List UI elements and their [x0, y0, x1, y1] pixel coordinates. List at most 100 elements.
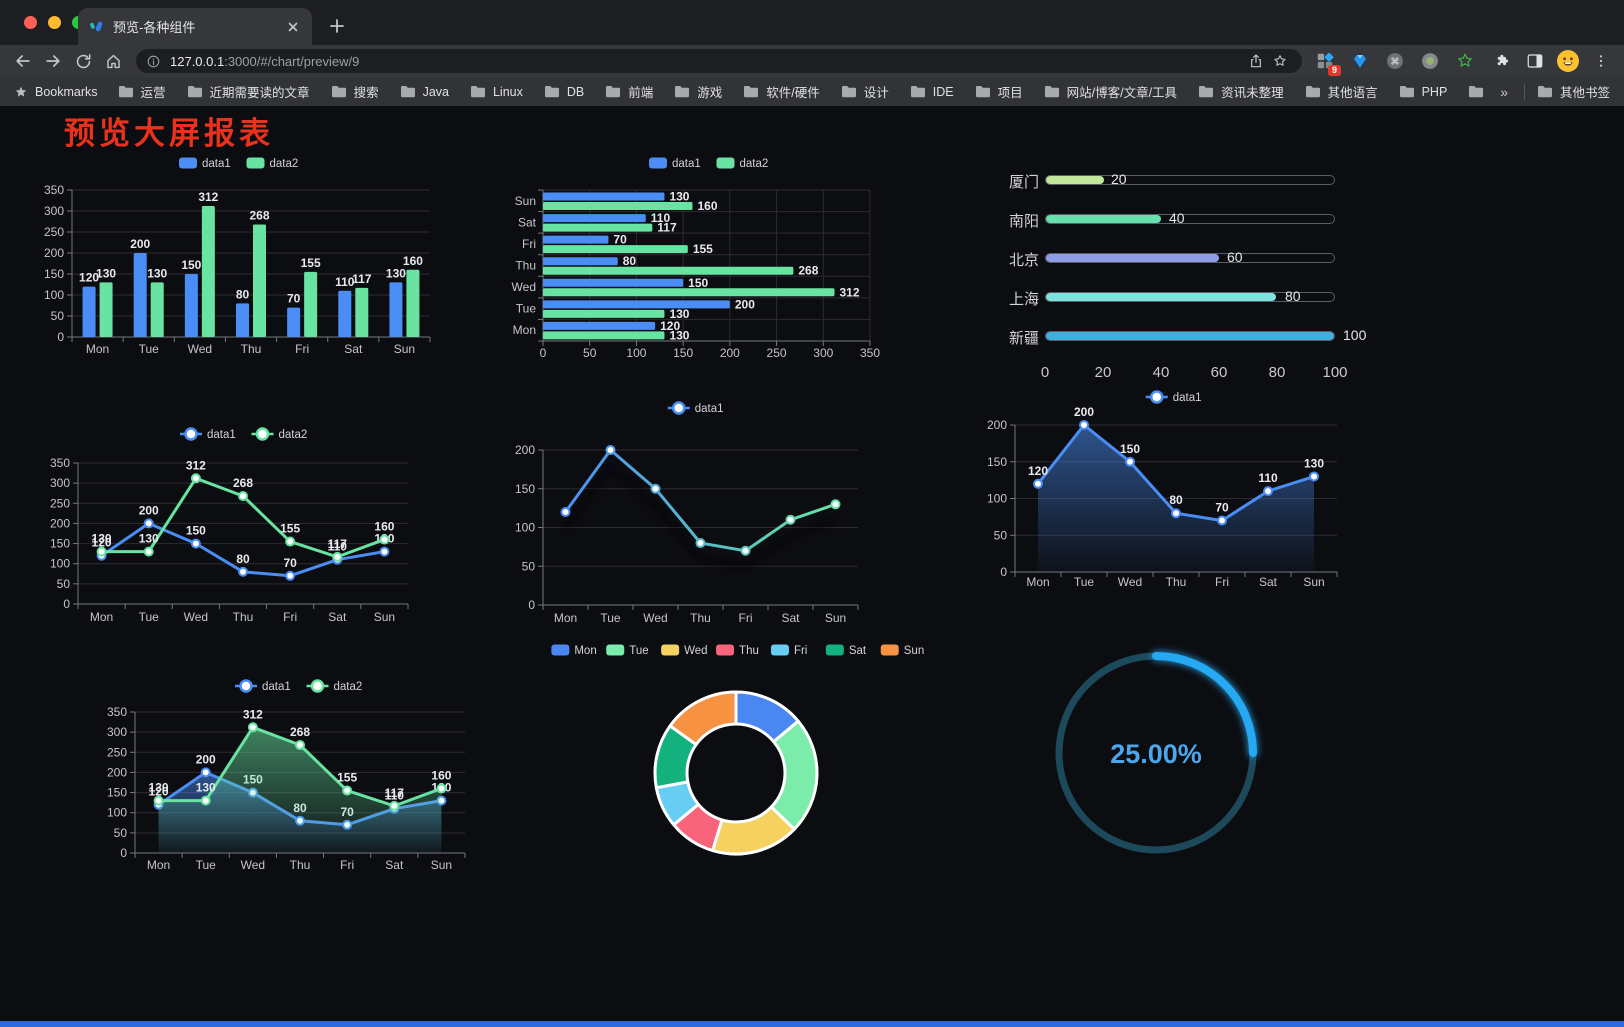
back-button[interactable] [8, 47, 38, 75]
bookmark-star-icon[interactable] [1268, 47, 1292, 75]
bookmark-item[interactable]: 项目 [975, 82, 1023, 101]
browser-menu-icon[interactable] [1586, 47, 1616, 75]
svg-text:0: 0 [57, 330, 64, 344]
folder-icon [841, 86, 856, 98]
footer-strip [0, 1021, 1624, 1027]
browser-tab[interactable]: 预览-各种组件 [78, 8, 312, 45]
extension-grid-icon[interactable]: 9 [1310, 47, 1341, 76]
extension-green-star-icon[interactable] [1450, 47, 1480, 75]
bookmarks-bar: Bookmarks 运营 近期需要读的文章 搜索 Java Linux DB 前端 游戏 软件/… [0, 77, 1624, 106]
svg-text:⌘: ⌘ [1390, 56, 1399, 66]
bookmark-item[interactable]: Java [400, 85, 449, 99]
bookmark-item[interactable]: 游戏 [674, 82, 722, 101]
svg-text:110: 110 [328, 540, 348, 554]
extension-badge: 9 [1328, 65, 1341, 76]
bookmark-item[interactable]: Linux [470, 85, 523, 99]
other-bookmarks-folder[interactable]: 其他书签 [1537, 82, 1610, 101]
svg-text:130: 130 [669, 328, 689, 342]
page-content: 预览大屏报表 0 50 100 150 200 250 300 350 Mon Tue Wed Thu… [0, 106, 1624, 1027]
svg-text:Tue: Tue [516, 302, 537, 316]
svg-text:150: 150 [688, 276, 708, 290]
bookmark-item[interactable]: IDE [910, 85, 954, 99]
svg-text:Mon: Mon [554, 611, 577, 625]
svg-text:150: 150 [987, 455, 1007, 469]
svg-text:data1: data1 [1173, 392, 1202, 404]
side-panel-icon[interactable] [1520, 47, 1550, 75]
bookmark-item[interactable]: 网站/博客/文章/工具 [1044, 82, 1177, 101]
svg-text:150: 150 [673, 346, 693, 360]
svg-text:Wed: Wed [684, 645, 707, 657]
svg-text:200: 200 [515, 443, 535, 457]
svg-text:Fri: Fri [1215, 575, 1229, 589]
svg-text:Fri: Fri [522, 237, 536, 251]
svg-text:0: 0 [528, 598, 535, 612]
svg-text:50: 50 [114, 826, 128, 840]
svg-text:data2: data2 [279, 429, 308, 441]
svg-text:0: 0 [1000, 565, 1007, 579]
svg-text:250: 250 [767, 346, 787, 360]
svg-text:70: 70 [287, 292, 301, 306]
extension-command-icon[interactable]: ⌘ [1380, 47, 1410, 75]
progress-label: 上海 [1008, 291, 1039, 308]
traffic-lights [24, 16, 85, 29]
new-tab-button[interactable] [324, 13, 350, 39]
tab-close-icon[interactable] [284, 18, 302, 36]
bookmark-item[interactable]: DB [544, 85, 584, 99]
svg-text:300: 300 [107, 725, 127, 739]
folder-icon [400, 86, 415, 98]
svg-text:200: 200 [130, 237, 150, 251]
svg-text:80: 80 [623, 254, 637, 268]
svg-text:50: 50 [994, 528, 1008, 542]
svg-text:300: 300 [50, 476, 70, 490]
progress-label: 北京 [1008, 252, 1039, 269]
svg-text:150: 150 [1120, 442, 1140, 456]
bookmark-item[interactable]: 文件服务器 [1468, 82, 1486, 101]
home-button[interactable] [98, 47, 128, 75]
bookmark-item[interactable]: 前端 [605, 82, 653, 101]
svg-text:Sat: Sat [849, 645, 867, 657]
svg-text:200: 200 [735, 297, 755, 311]
svg-text:Wed: Wed [1118, 575, 1142, 589]
bookmark-item[interactable]: 运营 [118, 82, 166, 101]
bookmark-item[interactable]: 其他语言 [1305, 82, 1378, 101]
svg-text:110: 110 [1258, 471, 1278, 485]
folder-icon [331, 86, 346, 98]
folder-icon [1044, 86, 1059, 98]
share-icon[interactable] [1244, 47, 1268, 75]
window-close-button[interactable] [24, 16, 37, 29]
bookmark-item[interactable]: PHP [1399, 85, 1447, 99]
bookmarks-manager-button[interactable]: Bookmarks [14, 85, 98, 99]
chart-line-two: 0 50 100 150 200 250 300 350 Mon Tue Wed Thu Fri Sat S… [40, 420, 425, 642]
svg-text:Fri: Fri [794, 645, 807, 657]
svg-text:Mon: Mon [90, 610, 113, 624]
forward-button[interactable] [38, 47, 68, 75]
address-bar[interactable]: 127.0.0.1:3000/#/chart/preview/9 [136, 49, 1302, 73]
profile-avatar[interactable] [1555, 48, 1581, 74]
svg-text:268: 268 [249, 208, 269, 222]
extension-gem-icon[interactable] [1345, 47, 1375, 75]
svg-text:Thu: Thu [739, 645, 759, 657]
folder-icon [1469, 86, 1484, 98]
chart-canvas: 0 50 100 150 200 250 300 350 Mon Tue Wed Thu Fri Sat S… [107, 679, 466, 872]
chart-canvas: 0 50 100 150 200 250 300 350 Mon Tue Wed Thu Fri Sat S… [50, 427, 409, 624]
extension-recorder-icon[interactable] [1415, 47, 1445, 75]
bookmark-item[interactable]: 搜索 [331, 82, 379, 101]
bookmarks-overflow-chevron[interactable]: » [1500, 83, 1508, 100]
site-info-icon[interactable] [146, 54, 161, 69]
svg-text:70: 70 [1215, 501, 1229, 515]
svg-text:Sat: Sat [328, 610, 347, 624]
bookmark-item[interactable]: 资讯未整理 [1198, 82, 1284, 101]
svg-text:Sun: Sun [394, 342, 415, 356]
svg-text:Fri: Fri [739, 611, 753, 625]
extensions-puzzle-icon[interactable] [1485, 47, 1515, 75]
chart-city-progress: 厦门 20 南阳 40 北京 60 上海 80 新疆 100 0 20 40 60 80 100 [995, 154, 1375, 389]
window-minimize-button[interactable] [48, 16, 61, 29]
bookmark-item[interactable]: 设计 [841, 82, 889, 101]
bookmark-item[interactable]: 近期需要读的文章 [187, 82, 310, 101]
svg-text:200: 200 [196, 752, 216, 766]
folder-icon [910, 86, 925, 98]
axis-tick-label: 0 [1040, 364, 1050, 381]
bookmark-item[interactable]: 软件/硬件 [743, 82, 820, 101]
reload-button[interactable] [68, 47, 98, 75]
svg-text:data2: data2 [270, 158, 299, 170]
